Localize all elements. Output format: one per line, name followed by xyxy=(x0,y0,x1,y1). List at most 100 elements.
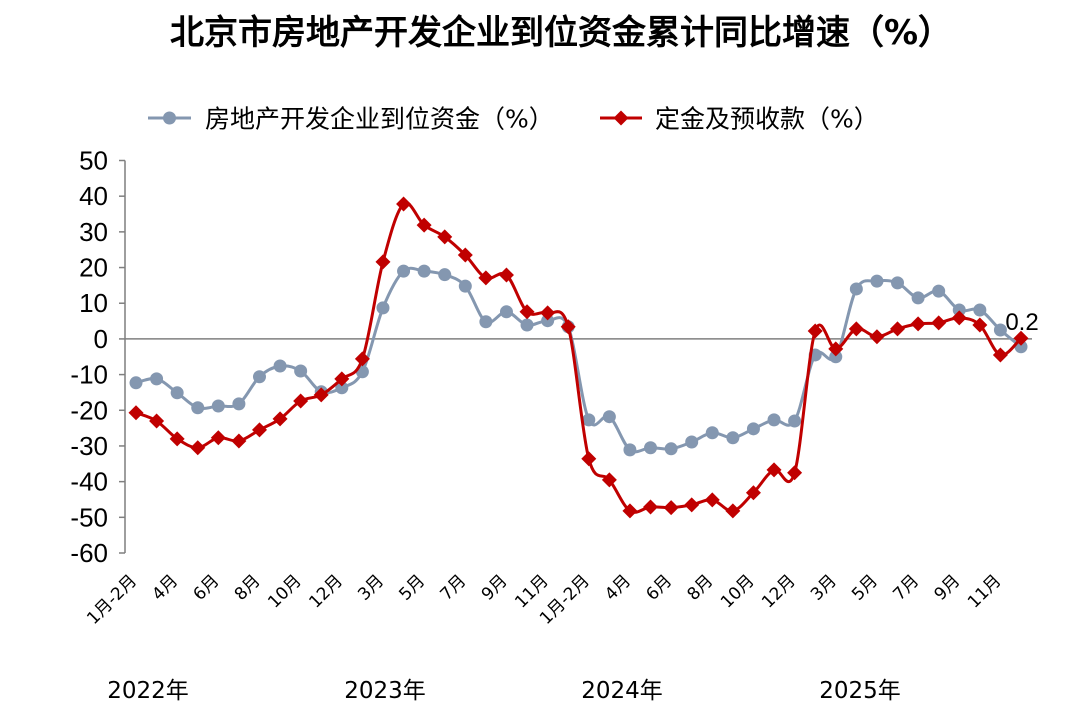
data-point-funds xyxy=(397,264,411,278)
data-point-funds xyxy=(891,276,905,290)
legend-item-funds: 房地产开发企业到位资金（%） xyxy=(148,105,554,134)
data-point-deposits xyxy=(231,433,247,449)
data-point-funds xyxy=(644,441,658,455)
data-point-funds xyxy=(520,318,534,332)
data-point-deposits xyxy=(972,317,988,333)
data-point-deposits xyxy=(190,440,206,456)
data-labels: 0.2 xyxy=(1005,309,1038,336)
data-point-deposits xyxy=(437,229,453,245)
y-tick-label: -40 xyxy=(70,467,108,497)
data-point-deposits xyxy=(766,462,782,478)
series-line-deposits xyxy=(134,201,1023,514)
data-point-deposits xyxy=(622,503,638,519)
y-tick-label: -50 xyxy=(70,502,108,532)
data-point-funds xyxy=(973,303,987,317)
y-tick-label: 50 xyxy=(79,146,108,176)
data-point-deposits xyxy=(375,254,391,270)
chart-title: 北京市房地产开发企业到位资金累计同比增速（%） xyxy=(170,13,952,53)
y-tick-label: -20 xyxy=(70,395,108,425)
data-point-funds xyxy=(211,399,225,413)
data-point-funds xyxy=(191,401,205,415)
data-point-funds xyxy=(829,350,843,364)
data-point-funds xyxy=(726,431,740,445)
data-point-deposits xyxy=(540,305,556,321)
data-point-deposits xyxy=(601,472,617,488)
legend: 房地产开发企业到位资金（%） 定金及预收款（%） xyxy=(148,105,879,134)
data-point-deposits xyxy=(251,422,267,438)
data-point-funds xyxy=(849,282,863,296)
year-labels: 2022年 2023年 2024年 2025年 xyxy=(107,678,901,704)
data-point-funds xyxy=(499,305,513,319)
data-point-deposits xyxy=(663,500,679,516)
data-point-deposits xyxy=(725,503,741,519)
data-point-funds xyxy=(541,314,555,328)
series-layer xyxy=(128,196,1029,519)
data-point-funds xyxy=(788,414,802,428)
data-point-deposits xyxy=(519,304,535,320)
year-label: 2023年 xyxy=(344,678,426,704)
data-point-funds xyxy=(767,413,781,427)
data-point-deposits xyxy=(931,315,947,331)
data-point-deposits xyxy=(869,329,885,345)
data-point-funds xyxy=(602,410,616,424)
data-point-deposits xyxy=(787,465,803,481)
data-point-funds xyxy=(911,291,925,305)
data-point-funds xyxy=(705,426,719,440)
data-point-funds xyxy=(335,381,349,395)
data-point-deposits xyxy=(457,247,473,263)
data-point-deposits xyxy=(396,196,412,212)
data-point-deposits xyxy=(210,430,226,446)
data-point-funds xyxy=(623,443,637,457)
data-point-funds xyxy=(746,422,760,436)
data-point-deposits xyxy=(128,405,144,421)
data-point-funds xyxy=(993,323,1007,337)
data-point-deposits xyxy=(169,431,185,447)
legend-item-deposits: 定金及预收款（%） xyxy=(600,105,879,134)
data-point-deposits xyxy=(684,497,700,513)
data-point-funds xyxy=(664,442,678,456)
data-point-funds xyxy=(417,264,431,278)
data-point-funds xyxy=(458,279,472,293)
data-point-funds xyxy=(170,386,184,400)
data-point-deposits xyxy=(1013,330,1029,346)
data-point-deposits xyxy=(334,371,350,387)
data-point-deposits xyxy=(293,393,309,409)
data-point-funds xyxy=(252,370,266,384)
y-tick-label: 40 xyxy=(79,181,108,211)
data-point-funds xyxy=(479,315,493,329)
data-point-deposits xyxy=(890,321,906,337)
y-tick-label: 10 xyxy=(79,288,108,318)
data-point-deposits xyxy=(992,347,1008,363)
axes: 50 40 30 20 10 0 -10 -20 -30 -40 -50 -60 xyxy=(70,146,1032,568)
data-point-deposits xyxy=(704,492,720,508)
data-point-deposits xyxy=(910,316,926,332)
data-point-deposits xyxy=(828,341,844,357)
data-point-funds xyxy=(232,397,246,411)
data-point-deposits xyxy=(416,217,432,233)
data-point-funds xyxy=(870,274,884,288)
data-point-deposits xyxy=(581,451,597,467)
y-tick-label: 30 xyxy=(79,217,108,247)
data-point-deposits xyxy=(478,270,494,286)
data-point-deposits xyxy=(951,310,967,326)
data-point-deposits xyxy=(498,267,514,283)
data-point-deposits xyxy=(272,411,288,427)
legend-diamond-marker-icon xyxy=(613,110,629,126)
data-point-funds xyxy=(150,372,164,386)
data-point-funds xyxy=(685,435,699,449)
y-tick-label: -10 xyxy=(70,360,108,390)
legend-label-funds: 房地产开发企业到位资金（%） xyxy=(205,105,554,134)
data-point-funds xyxy=(582,413,596,427)
data-point-deposits xyxy=(807,323,823,339)
data-point-deposits xyxy=(560,319,576,335)
data-point-funds xyxy=(952,303,966,317)
data-point-deposits xyxy=(313,387,329,403)
data-point-funds xyxy=(294,364,308,378)
year-label: 2024年 xyxy=(581,678,663,704)
y-tick-label: -60 xyxy=(70,538,108,568)
data-point-funds xyxy=(129,376,143,390)
data-point-deposits xyxy=(745,485,761,501)
data-label: 0.2 xyxy=(1005,309,1038,336)
year-label: 2022年 xyxy=(107,678,189,704)
